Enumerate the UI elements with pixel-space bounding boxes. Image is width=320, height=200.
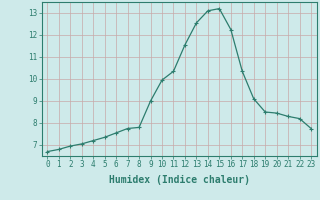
X-axis label: Humidex (Indice chaleur): Humidex (Indice chaleur) bbox=[109, 175, 250, 185]
